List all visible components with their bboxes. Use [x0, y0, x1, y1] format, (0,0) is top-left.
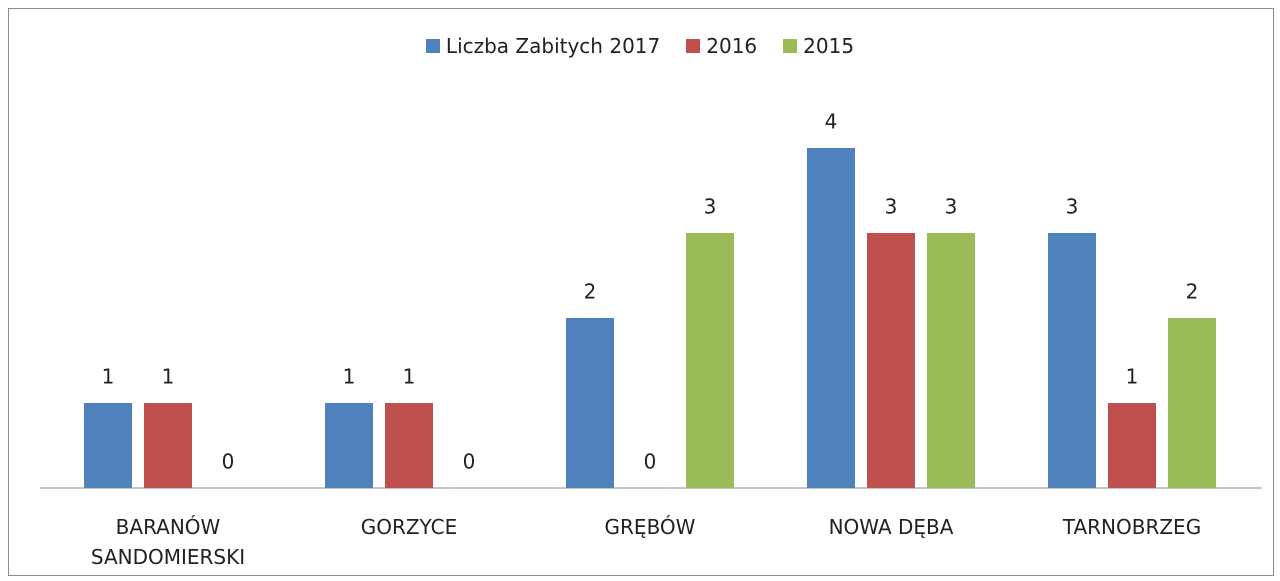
data-label: 3	[945, 195, 958, 219]
x-tick-label: BARANÓW SANDOMIERSKI	[90, 515, 246, 569]
x-tick-label: TARNOBRZEG	[1062, 515, 1202, 539]
x-tick-label: GORZYCE	[360, 515, 458, 539]
legend-swatch	[425, 39, 440, 53]
bar	[566, 318, 614, 488]
data-label: 3	[704, 195, 717, 219]
bar	[84, 403, 132, 488]
bar	[385, 403, 433, 488]
legend: Liczba Zabitych 2017 2016 2015	[0, 34, 1280, 58]
legend-item: Liczba Zabitych 2017	[425, 34, 661, 58]
data-label: 1	[1126, 365, 1139, 389]
bar	[807, 148, 855, 488]
data-label: 0	[644, 450, 657, 474]
data-label: 3	[885, 195, 898, 219]
bar	[867, 233, 915, 488]
bar	[686, 233, 734, 488]
data-label: 1	[343, 365, 356, 389]
bar	[1048, 233, 1096, 488]
data-label: 1	[403, 365, 416, 389]
legend-swatch	[686, 39, 701, 53]
bar	[1168, 318, 1216, 488]
data-label: 1	[102, 365, 115, 389]
legend-swatch	[783, 39, 798, 53]
chart-frame	[8, 8, 1274, 576]
data-label: 2	[1186, 280, 1199, 304]
bar	[927, 233, 975, 488]
data-label: 1	[162, 365, 175, 389]
legend-item: 2015	[783, 34, 854, 58]
bar	[325, 403, 373, 488]
legend-item: 2016	[686, 34, 757, 58]
data-label: 0	[222, 450, 235, 474]
data-label: 0	[463, 450, 476, 474]
legend-label: Liczba Zabitych 2017	[445, 34, 661, 58]
x-tick-label: NOWA DĘBA	[828, 515, 954, 539]
bar	[1108, 403, 1156, 488]
x-tick-label: GRĘBÓW	[604, 515, 696, 539]
legend-label: 2015	[803, 34, 855, 58]
data-label: 2	[584, 280, 597, 304]
data-label: 4	[825, 110, 838, 134]
bar	[144, 403, 192, 488]
data-label: 3	[1066, 195, 1079, 219]
legend-label: 2016	[706, 34, 758, 58]
